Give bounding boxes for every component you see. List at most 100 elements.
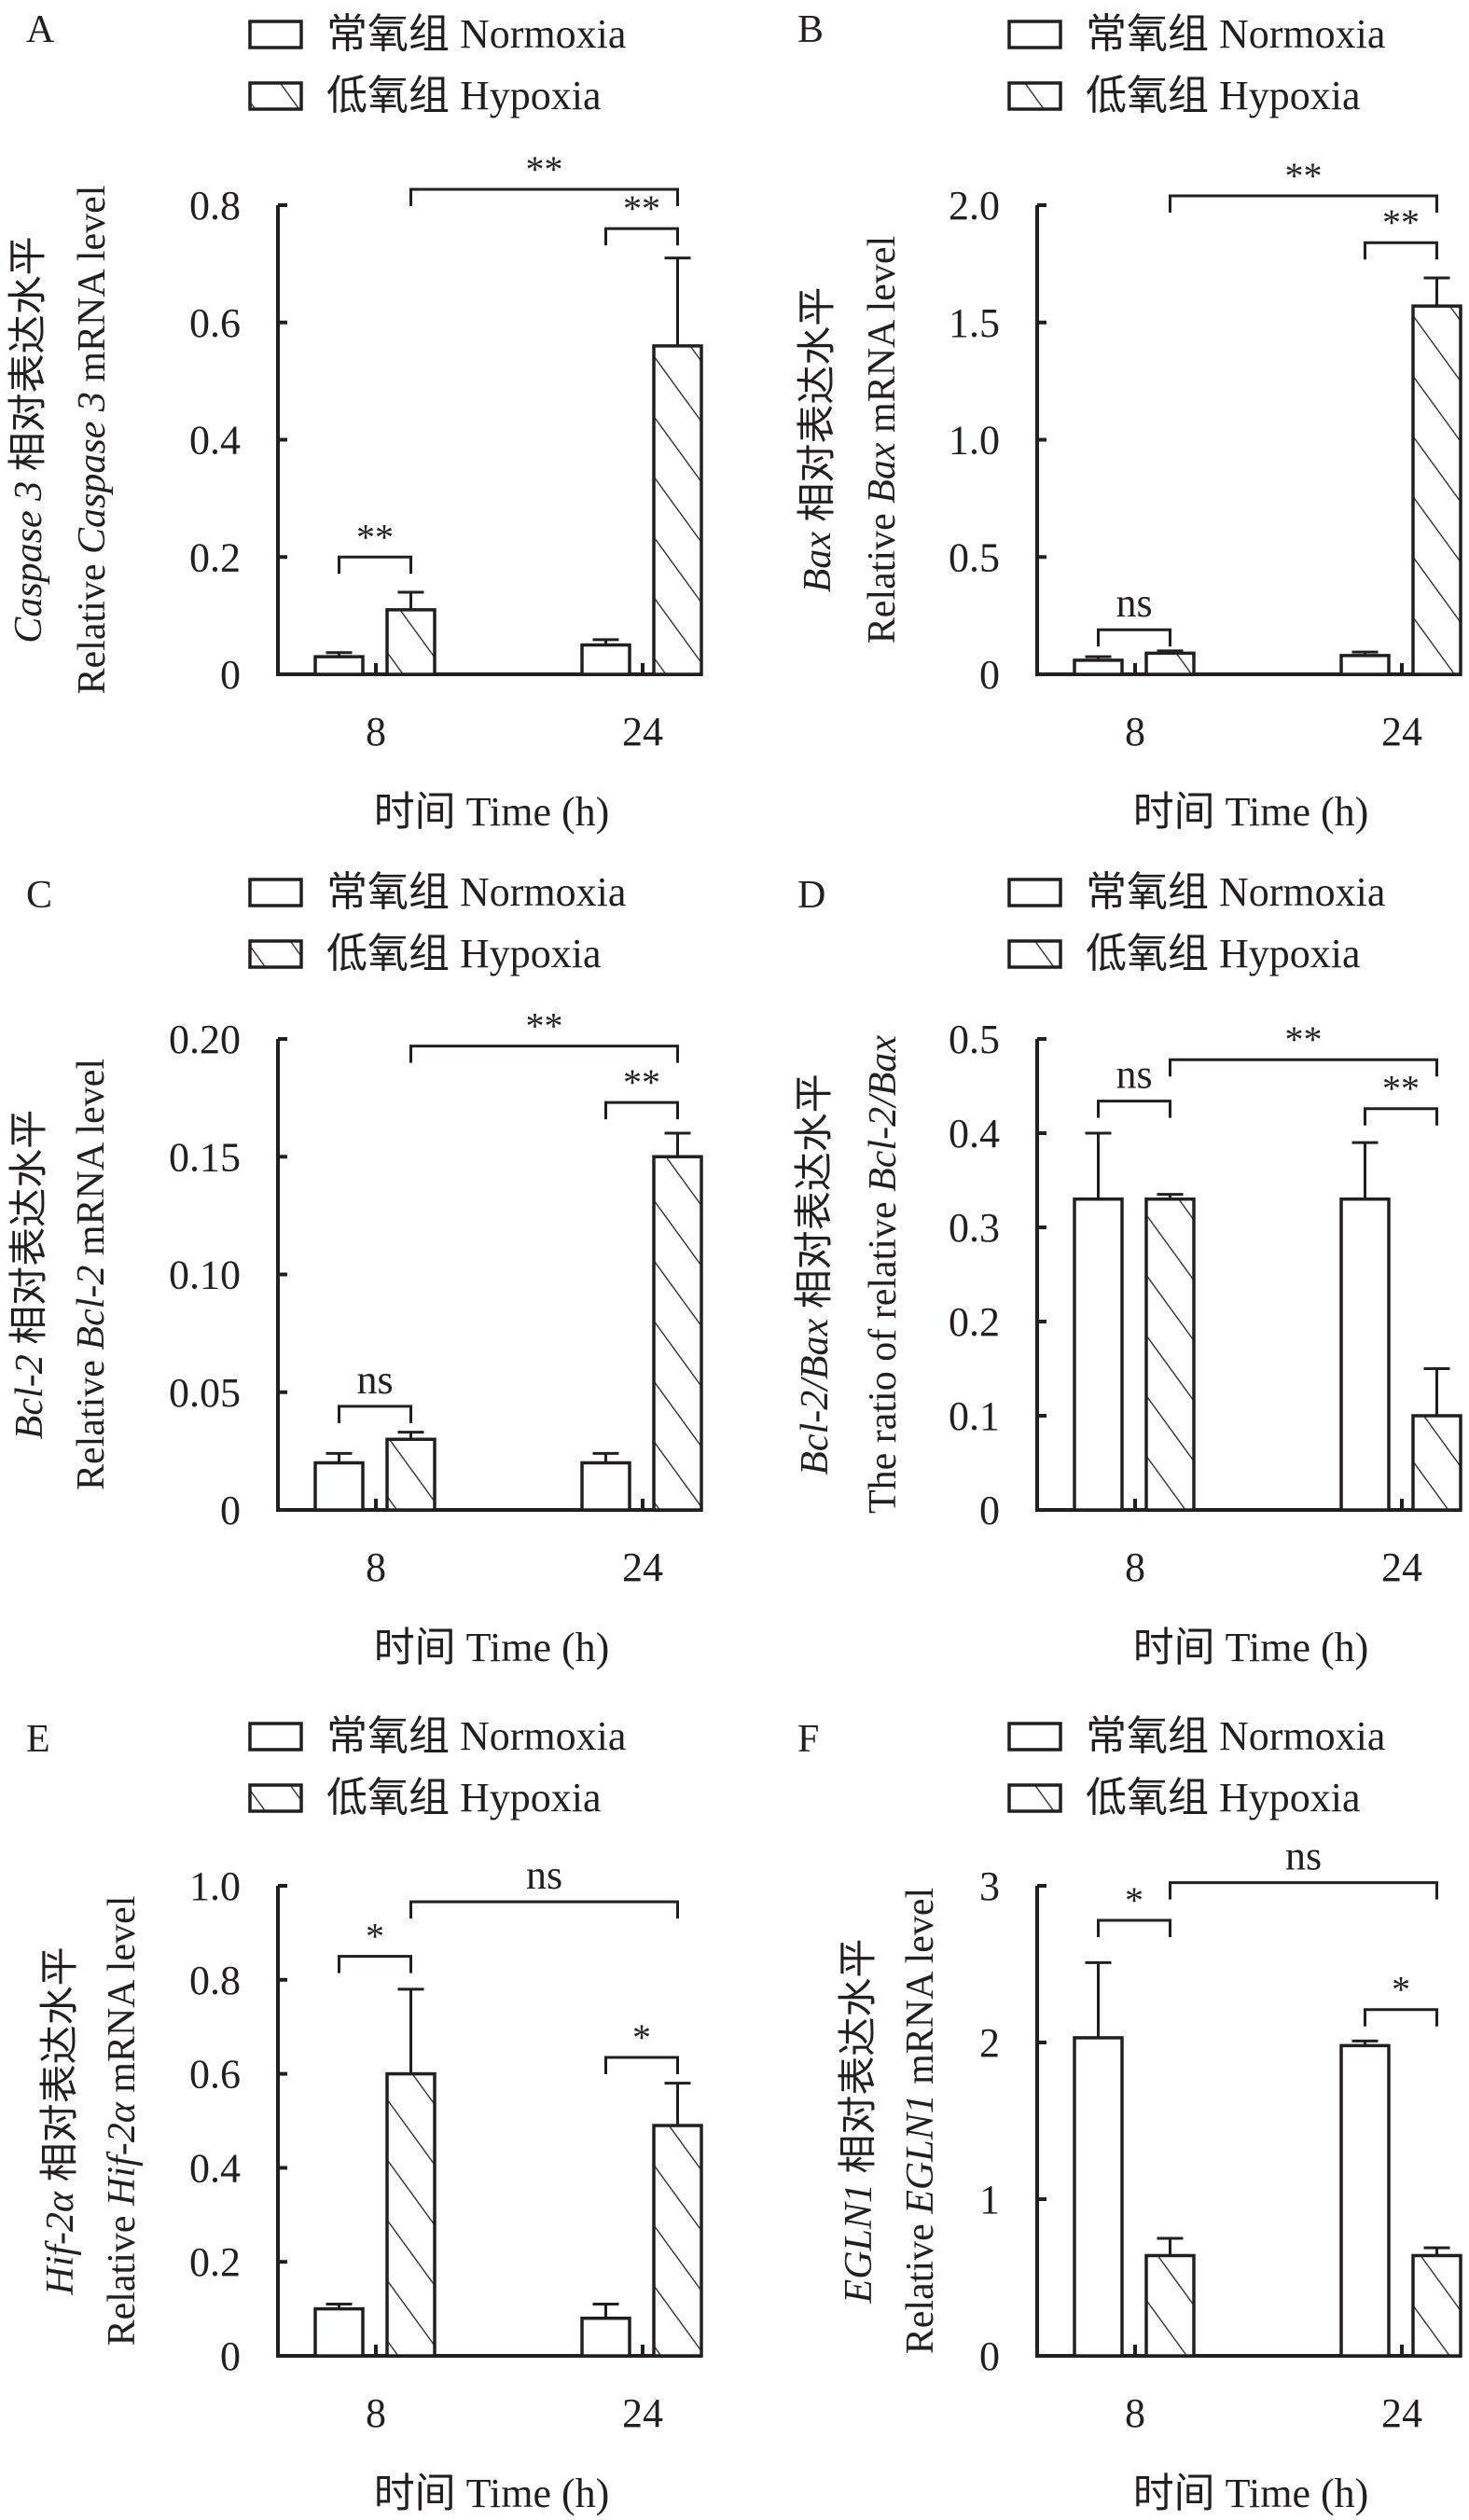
legend-label-hypoxia: 低氧组 Hypoxia [1086,931,1361,976]
y-tick-label: 0 [979,1488,1000,1533]
y-axis-title-segment: mRNA level [899,1888,942,2095]
bar-normoxia-24h [580,1461,631,1512]
bar-normoxia-8h [313,2306,365,2358]
legend-label-hypoxia: 低氧组 Hypoxia [326,73,602,118]
y-tick-label: 0 [220,2333,241,2379]
y-axis-title-segment: Bax [861,442,904,504]
bar-hypoxia-8h [1144,2253,1196,2358]
y-axis-title-segment: mRNA level [70,1059,113,1266]
x-tick-label: 8 [1125,2390,1145,2436]
panel-d: D 常氧组 Normoxia 低氧组 Hypoxia Bcl-2/Bax 相对表达水平… [794,869,1462,1670]
y-tick-label: 0 [220,1488,241,1533]
y-axis-title-segment: Hif-2α [101,2101,144,2207]
legend: 常氧组 Normoxia 低氧组 Hypoxia [248,11,626,118]
x-axis-title: 时间 Time (h) [374,1625,610,1670]
y-tick-label: 1.5 [949,300,1000,346]
y-axis-title-segment: 相对表达水平 [794,1073,837,1319]
y-tick-label: 0.20 [169,1017,241,1062]
x-axis-title: 时间 Time (h) [1133,1625,1369,1670]
y-tick-label: 0.8 [189,1958,241,2003]
y-tick-label: 2 [979,2020,1000,2066]
legend-swatch-hypoxia [248,81,303,111]
panel-letter: C [26,874,52,917]
significance-label: ** [356,516,394,558]
y-tick-label: 0.2 [949,1299,1000,1345]
bar-normoxia-24h [1339,1197,1391,1512]
y-axis-title-segment: The ratio of relative [862,1192,905,1514]
y-tick-label: 0.8 [189,183,241,228]
legend-label-normoxia: 常氧组 Normoxia [1086,1713,1385,1759]
legend-swatch-hypoxia [1007,81,1062,111]
significance-label: ns [1116,580,1152,626]
significance-bracket [1097,1100,1171,1118]
significance-bracket [338,1405,412,1423]
significance-label: * [632,2016,651,2058]
significance-bracket [1097,1918,1171,1937]
significance-label: * [1392,1969,1410,2011]
y-axis-title-segment: Relative [861,504,904,644]
bar-hypoxia-24h [652,2124,703,2358]
y-tick-label: 0.5 [949,534,1000,580]
y-tick-label: 0 [979,2333,1000,2379]
legend-swatch-normoxia [248,20,303,49]
significance-bracket [338,555,412,575]
significance-bracket [1169,194,1438,213]
y-axis-title-line-1: EGLN1 相对表达水平 [838,1939,880,2305]
legend: 常氧组 Normoxia 低氧组 Hypoxia [248,1713,626,1821]
legend-label-hypoxia: 低氧组 Hypoxia [326,1775,602,1821]
x-tick-label: 8 [1125,709,1145,755]
legend-label-hypoxia: 低氧组 Hypoxia [1086,1775,1361,1821]
significance-label: ns [356,1357,393,1403]
significance-bracket [409,187,679,207]
y-tick-label: 0.1 [949,1393,1000,1439]
significance-label: ns [1116,1052,1152,1098]
y-axis-title-segment: 相对表达水平 [7,236,50,481]
bar-hypoxia-24h [1411,2253,1462,2358]
x-tick-label: 24 [1381,1544,1422,1590]
y-axis-title-segment: mRNA level [71,186,114,393]
y-tick-label: 0.2 [189,2239,241,2285]
legend-swatch-normoxia [248,1722,303,1752]
significance-bracket [604,2056,679,2074]
y-axis-title-segment: Bcl-2/Bax [862,1035,905,1192]
y-axis-title-segment: Relative [71,554,114,694]
legend-item-normoxia: 常氧组 Normoxia [248,869,626,915]
y-tick-label: 0.6 [189,2052,241,2098]
y-tick-label: 0.4 [189,2145,241,2191]
significance-label: ** [526,148,563,190]
significance-bracket [604,1101,679,1120]
legend-label-normoxia: 常氧组 Normoxia [326,1713,626,1759]
x-tick-label: 8 [366,709,386,755]
y-tick-label: 0.6 [189,300,241,346]
legend-label-normoxia: 常氧组 Normoxia [326,869,626,915]
y-axis-title-line-1: Caspase 3 相对表达水平 [7,236,50,643]
y-axis-title-segment: Bax [797,532,839,593]
legend-label-hypoxia: 低氧组 Hypoxia [1086,73,1361,118]
y-axis-title-line-2: Relative Caspase 3 mRNA level [71,186,114,695]
y-axis-title-segment: Relative [70,1350,113,1490]
significance-label: ns [1285,1834,1322,1879]
legend-item-normoxia: 常氧组 Normoxia [1007,1713,1385,1759]
y-tick-label: 0.4 [949,1111,1000,1156]
legend-item-normoxia: 常氧组 Normoxia [1007,11,1385,57]
panel-c: C 常氧组 Normoxia 低氧组 Hypoxia Bcl-2 相对表达水平 Rela… [8,869,703,1670]
significance-bracket [1169,1881,1438,1900]
legend-item-hypoxia: 低氧组 Hypoxia [1007,931,1361,976]
bar-normoxia-24h [580,643,631,676]
legend-label-normoxia: 常氧组 Normoxia [1086,11,1385,57]
bar-hypoxia-8h [1144,1197,1196,1512]
legend-swatch-hypoxia [1007,939,1062,969]
panel-b: B 常氧组 Normoxia 低氧组 Hypoxia Bax 相对表达水平 Relati… [797,8,1462,835]
y-axis-title-segment: Relative [101,2206,144,2346]
y-axis-title-segment: 相对表达水平 [39,1946,82,2192]
y-axis-title-line-1: Bcl-2 相对表达水平 [8,1110,51,1439]
y-axis-title-segment: mRNA level [861,236,904,443]
y-axis-title-segment: Caspase 3 [7,481,50,644]
y-axis-title-segment: mRNA level [101,1896,144,2103]
x-axis-title: 时间 Time (h) [1133,789,1369,835]
bar-normoxia-8h [313,1461,365,1512]
y-tick-label: 0.4 [189,418,241,464]
y-tick-label: 2.0 [949,183,1000,228]
